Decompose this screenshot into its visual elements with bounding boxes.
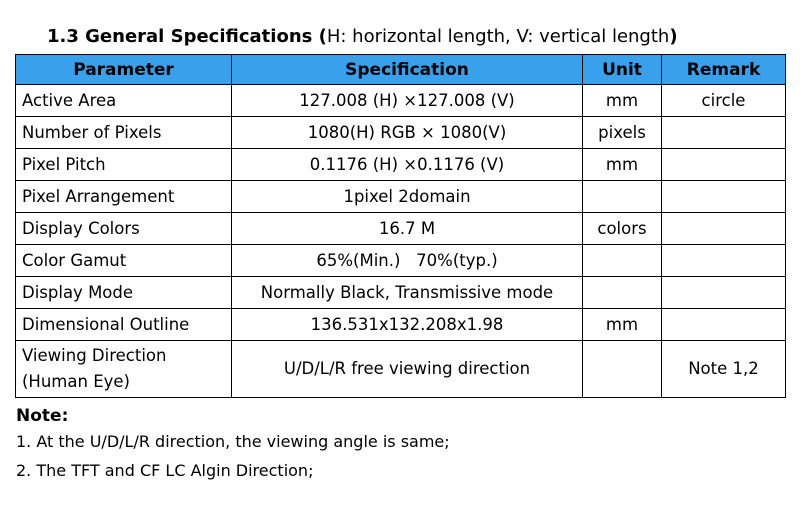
cell-specification: 136.531x132.208x1.98 (231, 308, 583, 341)
table-row: Pixel Pitch 0.1176 (H) ×0.1176 (V) mm (15, 148, 786, 181)
cell-specification: 1080(H) RGB × 1080(V) (231, 116, 583, 149)
cell-remark (661, 180, 786, 213)
table-row: Number of Pixels 1080(H) RGB × 1080(V) p… (15, 116, 786, 149)
cell-specification: 127.008 (H) ×127.008 (V) (231, 84, 583, 117)
note-item-1: 1. At the U/D/L/R direction, the viewing… (16, 432, 450, 451)
cell-unit (582, 340, 662, 398)
cell-unit: mm (582, 148, 662, 181)
heading-bold-close: ) (669, 26, 678, 47)
cell-unit (582, 180, 662, 213)
cell-remark (661, 308, 786, 341)
cell-specification: 65%(Min.) 70%(typ.) (231, 244, 583, 277)
table-row: Color Gamut 65%(Min.) 70%(typ.) (15, 244, 786, 277)
cell-specification: U/D/L/R free viewing direction (231, 340, 583, 398)
cell-specification: Normally Black, Transmissive mode (231, 276, 583, 309)
table-row: Active Area 127.008 (H) ×127.008 (V) mm … (15, 84, 786, 117)
cell-specification: 0.1176 (H) ×0.1176 (V) (231, 148, 583, 181)
table-row: Viewing Direction (Human Eye) U/D/L/R fr… (15, 340, 786, 398)
cell-parameter: Active Area (15, 84, 232, 117)
cell-parameter: Number of Pixels (15, 116, 232, 149)
specifications-table: Parameter Specification Unit Remark Acti… (15, 54, 786, 398)
header-remark: Remark (661, 54, 786, 85)
header-parameter: Parameter (15, 54, 232, 85)
cell-parameter: Display Mode (15, 276, 232, 309)
cell-remark (661, 148, 786, 181)
header-specification: Specification (231, 54, 583, 85)
cell-specification: 16.7 M (231, 212, 583, 245)
section-heading: 1.3 General Specifications (H: horizonta… (47, 24, 678, 50)
cell-remark: circle (661, 84, 786, 117)
cell-parameter: Color Gamut (15, 244, 232, 277)
table-row: Display Mode Normally Black, Transmissiv… (15, 276, 786, 309)
table-row: Pixel Arrangement 1pixel 2domain (15, 180, 786, 213)
cell-parameter-line2: (Human Eye) (22, 372, 130, 391)
table-row: Display Colors 16.7 M colors (15, 212, 786, 245)
table-header-row: Parameter Specification Unit Remark (15, 54, 786, 85)
cell-remark (661, 244, 786, 277)
heading-normal-text: H: horizontal length, V: vertical length (326, 26, 670, 47)
cell-parameter: Dimensional Outline (15, 308, 232, 341)
cell-unit (582, 244, 662, 277)
heading-bold-text: 1.3 General Specifications ( (47, 26, 327, 47)
cell-remark (661, 116, 786, 149)
note-title: Note: (16, 406, 69, 426)
cell-specification: 1pixel 2domain (231, 180, 583, 213)
cell-parameter: Pixel Arrangement (15, 180, 232, 213)
cell-unit (582, 276, 662, 309)
header-unit: Unit (582, 54, 662, 85)
cell-parameter: Pixel Pitch (15, 148, 232, 181)
cell-unit: colors (582, 212, 662, 245)
table-row: Dimensional Outline 136.531x132.208x1.98… (15, 308, 786, 341)
cell-parameter-line1: Viewing Direction (22, 346, 167, 365)
cell-unit: pixels (582, 116, 662, 149)
note-item-2: 2. The TFT and CF LC Algin Direction; (16, 461, 314, 480)
cell-unit: mm (582, 84, 662, 117)
cell-parameter: Display Colors (15, 212, 232, 245)
cell-remark (661, 212, 786, 245)
cell-parameter: Viewing Direction (Human Eye) (15, 340, 232, 398)
cell-remark: Note 1,2 (661, 340, 786, 398)
cell-remark (661, 276, 786, 309)
cell-unit: mm (582, 308, 662, 341)
